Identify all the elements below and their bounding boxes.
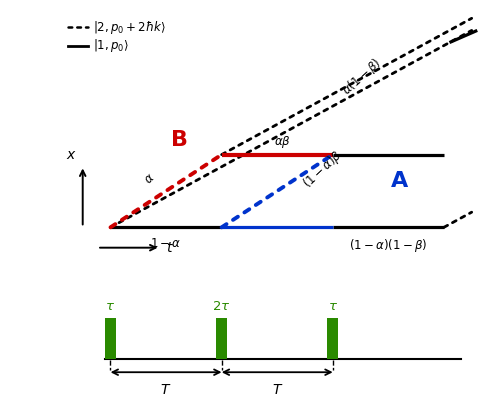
Text: $\alpha(1-\beta)$: $\alpha(1-\beta)$ (338, 54, 385, 99)
Text: $x$: $x$ (67, 148, 77, 162)
Text: $(1-\alpha)\beta$: $(1-\alpha)\beta$ (299, 147, 346, 192)
Bar (327, 318, 338, 358)
Bar (216, 318, 227, 358)
Text: $2\tau$: $2\tau$ (212, 300, 231, 313)
Text: $(1-\alpha)(1-\beta)$: $(1-\alpha)(1-\beta)$ (349, 237, 427, 254)
Text: B: B (171, 130, 188, 150)
Text: $|2, p_0 + 2\hbar k\rangle$: $|2, p_0 + 2\hbar k\rangle$ (93, 19, 166, 36)
Bar (105, 318, 116, 358)
Text: $\tau$: $\tau$ (328, 300, 338, 313)
Text: $t$: $t$ (166, 241, 174, 255)
Text: $|1, p_0\rangle$: $|1, p_0\rangle$ (93, 37, 129, 54)
Text: $T$: $T$ (160, 383, 172, 397)
Text: $\alpha$: $\alpha$ (142, 171, 157, 187)
Text: A: A (391, 171, 408, 191)
Text: $T$: $T$ (272, 383, 283, 397)
Text: $\tau$: $\tau$ (105, 300, 115, 313)
Text: $\alpha\beta$: $\alpha\beta$ (274, 134, 291, 150)
Text: $1-\alpha$: $1-\alpha$ (150, 237, 182, 250)
